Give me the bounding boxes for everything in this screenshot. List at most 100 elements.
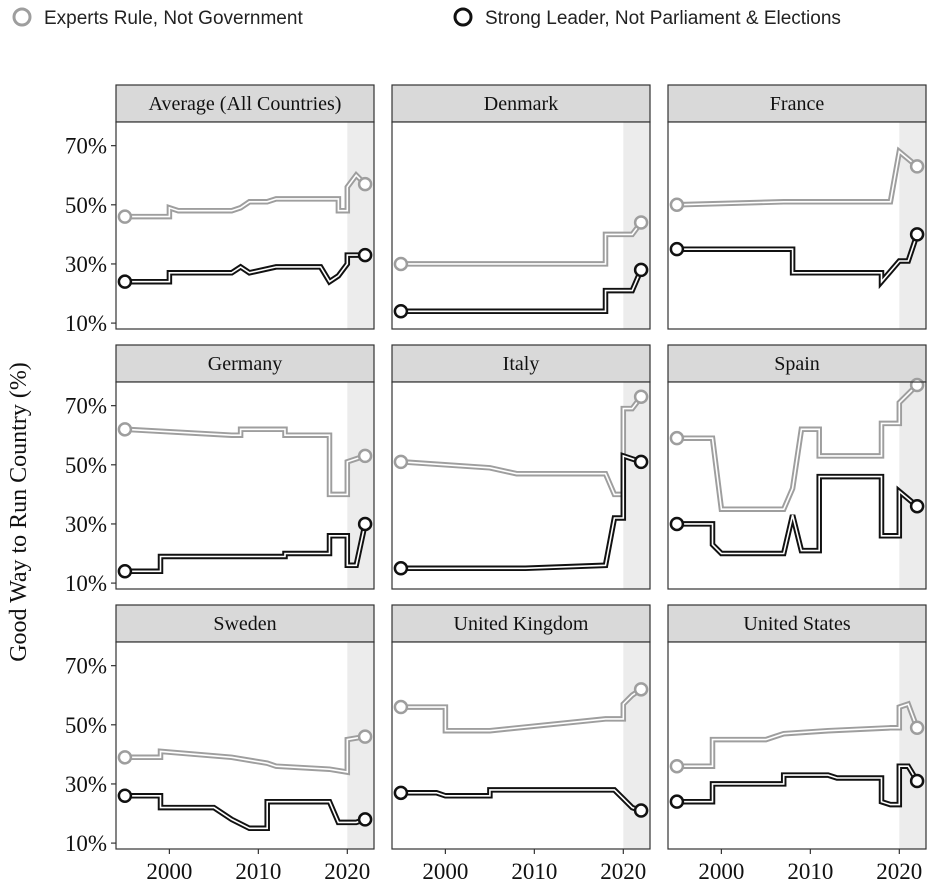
y-tick-label: 30% (65, 772, 107, 797)
series-line-core-leader (400, 789, 642, 812)
shaded-region (899, 382, 926, 589)
facet-strip (115, 344, 375, 383)
y-tick-label: 10% (65, 571, 107, 596)
facet-title: Average (All Countries) (149, 93, 342, 115)
x-tick-label: 2010 (787, 859, 833, 884)
plot-background (668, 642, 926, 849)
series-end-point-experts (357, 176, 373, 192)
y-tick-label: 10% (65, 311, 107, 336)
series-end-point-leader (357, 812, 373, 827)
series-end-point-experts (357, 729, 373, 744)
series-line-core-experts (676, 150, 918, 206)
series-start-point-experts (393, 256, 409, 272)
series-line-core-leader (400, 454, 642, 570)
y-tick-label: 70% (65, 654, 107, 679)
series-start-point-experts (669, 758, 685, 774)
shaded-region (899, 642, 926, 849)
plot-background (392, 642, 650, 849)
series-line-core-leader (676, 234, 918, 284)
series-line-core-experts (676, 703, 918, 767)
series-line-core-experts (400, 222, 642, 265)
facet-panels: Average (All Countries) 10% 30% 50% 70% Denma… (65, 84, 927, 884)
shaded-region (623, 642, 650, 849)
shaded-region (347, 382, 374, 589)
facet-panel: United Kingdom 2000 2010 2020 (391, 604, 651, 884)
panel-border (115, 121, 375, 330)
panel-border (667, 641, 927, 850)
x-tick-label: 2000 (698, 859, 744, 884)
facet-panel: Germany 10% 30% 50% 70% (65, 344, 375, 596)
y-tick-label: 50% (65, 453, 107, 478)
series-end-point-leader (909, 227, 925, 242)
x-tick-label: 2020 (324, 859, 370, 884)
y-axis-title: Good Way to Run Country (%) (6, 362, 32, 662)
series-start-point-experts (117, 422, 133, 437)
facet-strip (667, 604, 927, 643)
y-tick-label: 30% (65, 512, 107, 537)
facet-title: United Kingdom (454, 613, 589, 635)
facet-panel: Spain (667, 344, 927, 590)
series-line-core-experts (400, 688, 642, 732)
facet-strip (115, 84, 375, 123)
plot-background (392, 122, 650, 329)
series-line-core-experts (124, 173, 366, 218)
y-tick-label: 70% (65, 134, 107, 159)
panel-border (667, 381, 927, 590)
plot-background (668, 122, 926, 329)
series-start-point-leader (393, 561, 409, 576)
series-end-point-leader (633, 454, 649, 470)
plot-background (668, 382, 926, 589)
legend-marker-leader (453, 7, 473, 27)
shaded-region (623, 382, 650, 589)
panel-border (115, 641, 375, 850)
series-end-point-leader (633, 262, 649, 278)
series-start-point-leader (669, 516, 685, 532)
facet-panel: Sweden 10% 30% 50% 70% 2000 2010 2020 (65, 604, 375, 884)
series-end-point-experts (909, 377, 925, 393)
series-start-point-experts (393, 699, 409, 715)
plot-background (116, 122, 374, 329)
facet-title: France (770, 93, 825, 115)
series-end-point-experts (633, 215, 649, 230)
facet-title: United States (743, 613, 850, 635)
x-tick-label: 2010 (511, 859, 557, 884)
series-start-point-experts (669, 197, 685, 213)
x-tick-label: 2020 (600, 859, 646, 884)
series-start-point-leader (117, 274, 133, 289)
y-tick-label: 50% (65, 193, 107, 218)
panel-border (391, 121, 651, 330)
facet-title: Italy (503, 353, 540, 375)
series-line-core-experts (124, 735, 366, 774)
series-start-point-experts (117, 209, 133, 224)
series-line-core-leader (400, 269, 642, 313)
series-start-point-leader (393, 304, 409, 319)
series-end-point-leader (633, 803, 649, 818)
facet-title: Sweden (213, 613, 276, 635)
series-line-core-experts (124, 428, 366, 496)
facet-title: Spain (774, 353, 820, 375)
facet-panel: Denmark (391, 84, 651, 330)
series-end-point-experts (909, 720, 925, 736)
series-end-point-experts (909, 159, 925, 174)
facet-title: Germany (208, 353, 282, 375)
y-tick-label: 10% (65, 831, 107, 856)
plot-background (116, 642, 374, 849)
shaded-region (347, 122, 374, 329)
panel-border (391, 641, 651, 850)
series-end-point-leader (357, 247, 373, 263)
facet-panel: France (667, 84, 927, 330)
series-start-point-leader (117, 788, 133, 804)
series-line-core-leader (676, 765, 918, 806)
series-end-point-leader (909, 773, 925, 789)
legend-label-leader: Strong Leader, Not Parliament & Election… (485, 8, 841, 29)
series-line-core-leader (676, 475, 918, 555)
facet-title: Denmark (484, 93, 558, 115)
x-tick-label: 2020 (876, 859, 922, 884)
y-tick-label: 30% (65, 252, 107, 277)
facet-panel: Italy (391, 344, 651, 590)
x-tick-label: 2010 (235, 859, 281, 884)
facet-strip (391, 84, 651, 123)
series-start-point-leader (669, 794, 685, 809)
facet-panel: United States 2000 2010 2020 (667, 604, 927, 884)
